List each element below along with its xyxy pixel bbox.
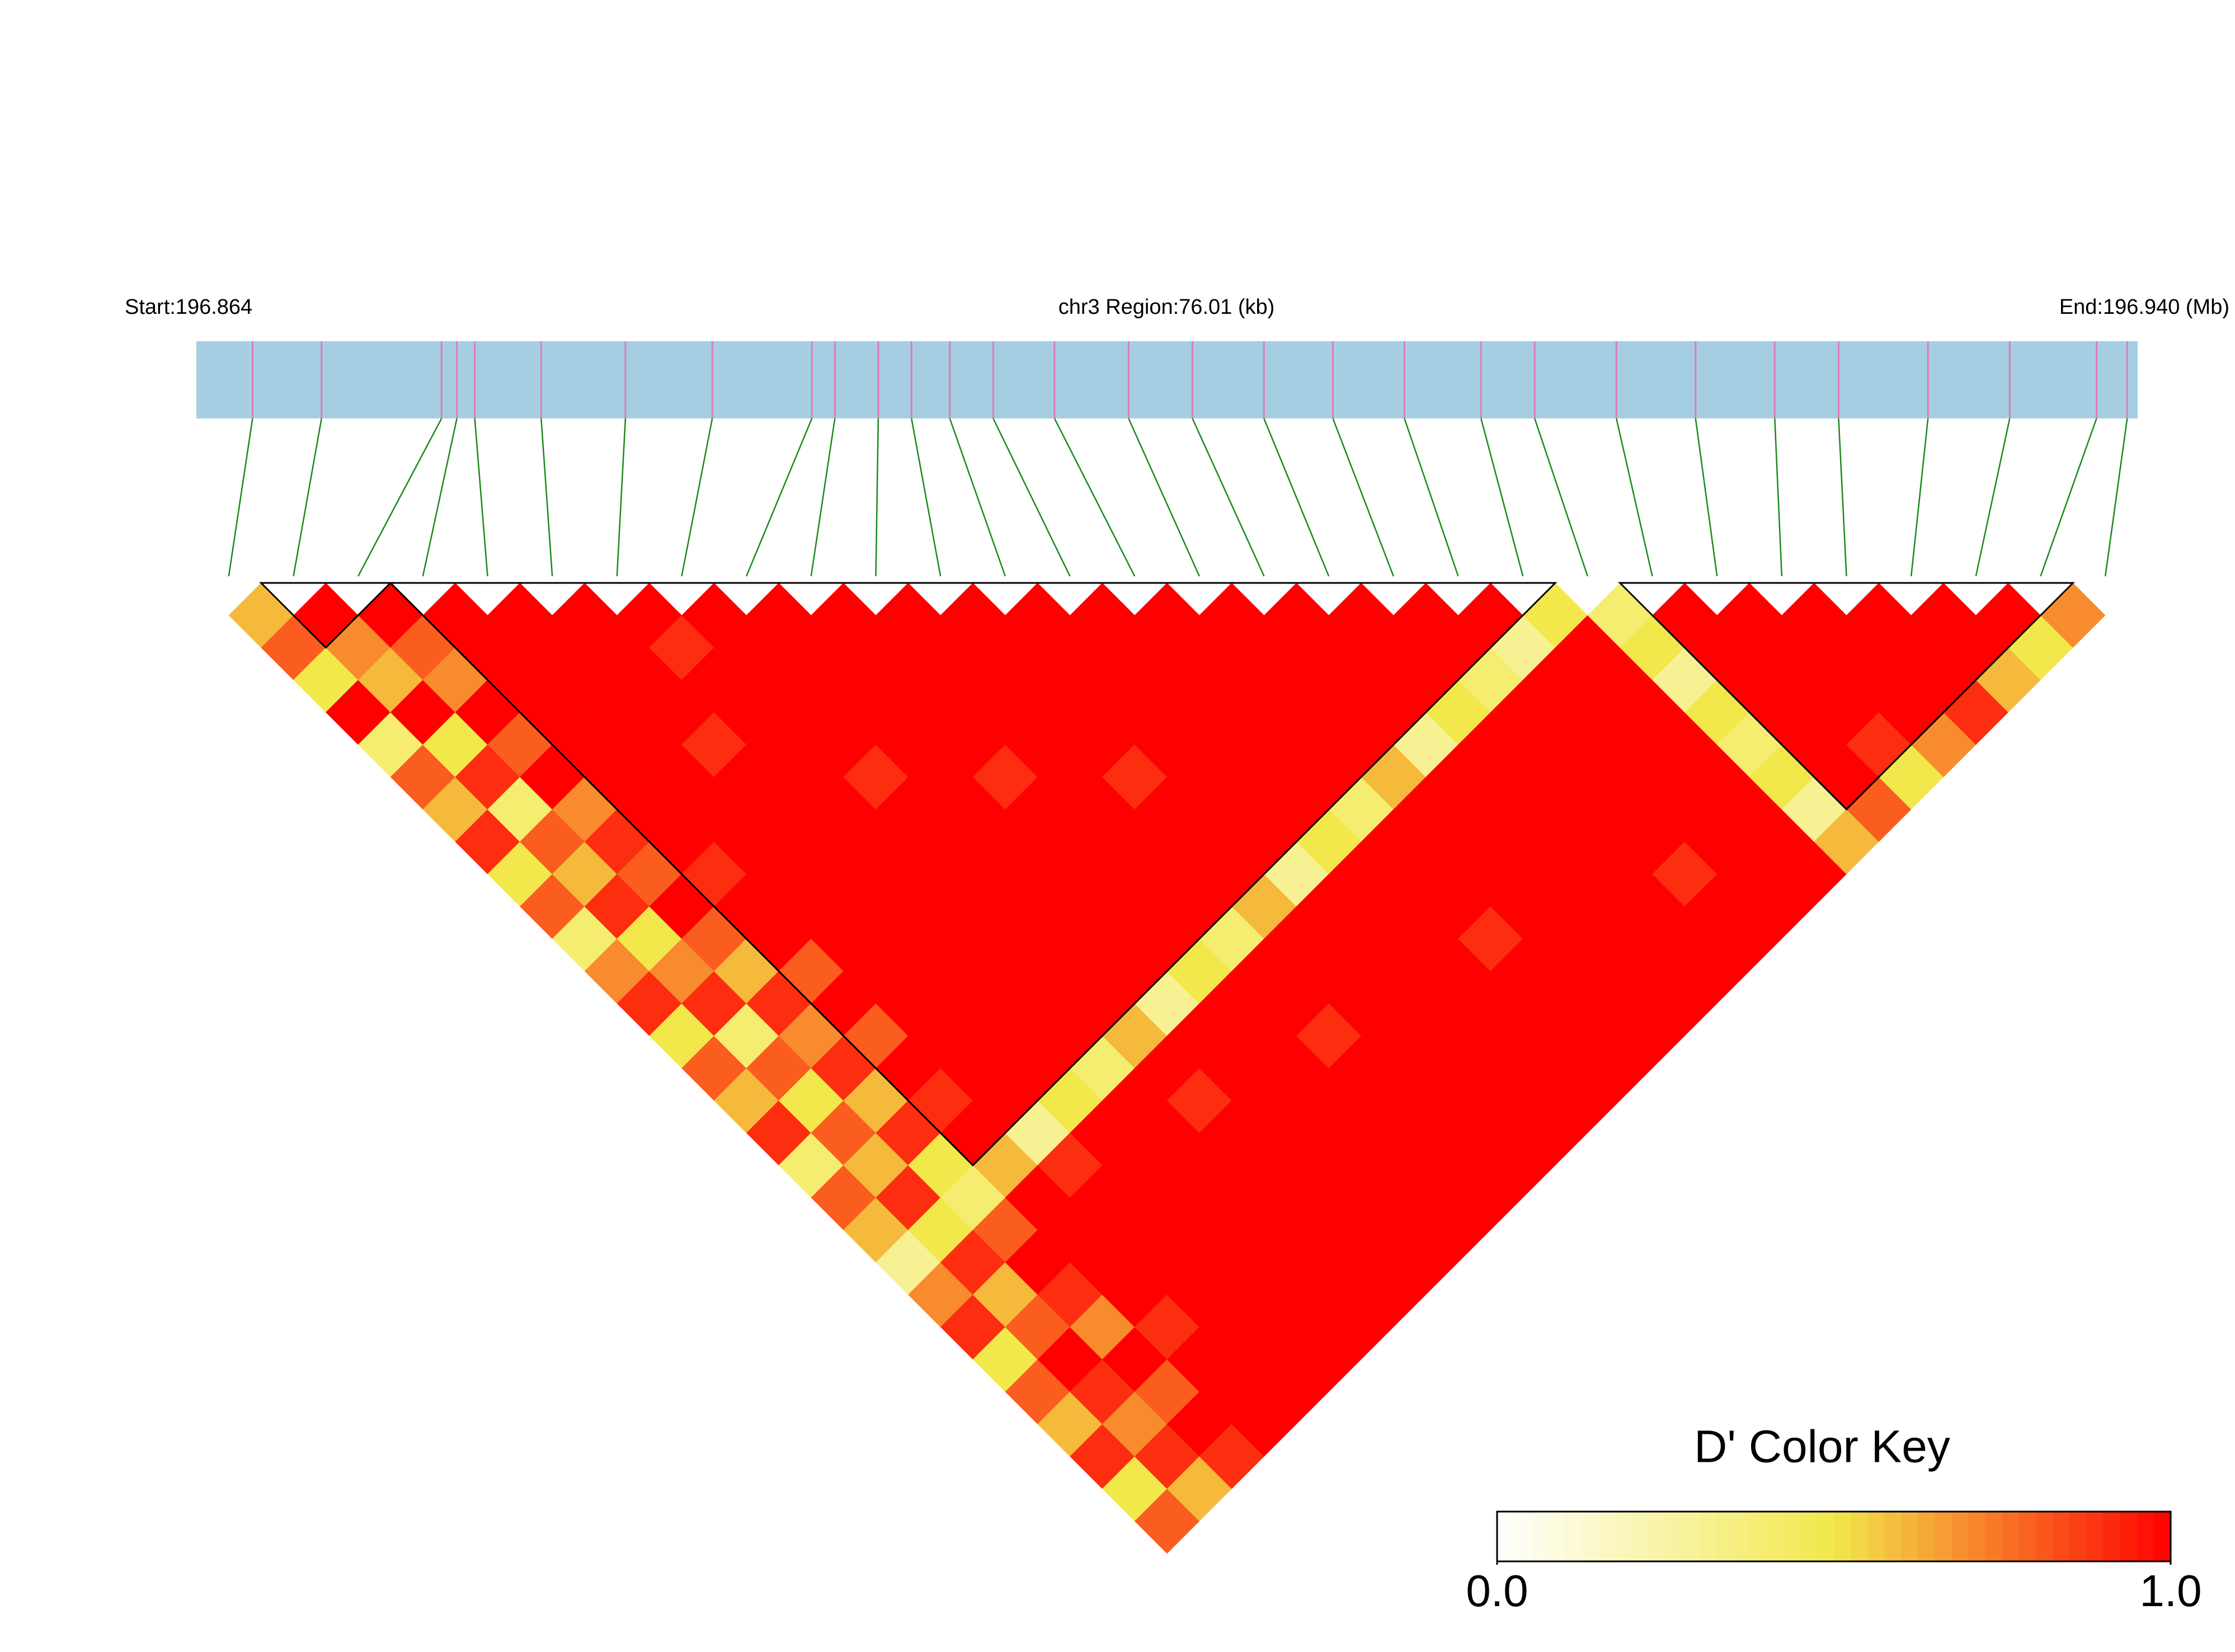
color-key-swatch — [2053, 1512, 2071, 1561]
snp-connector — [875, 418, 879, 577]
snp-connector — [746, 418, 813, 577]
snp-connector — [616, 418, 627, 577]
color-key-swatch — [2153, 1512, 2171, 1561]
snp-connector — [422, 418, 458, 577]
snp-connector — [228, 418, 253, 577]
color-key-swatch — [1699, 1512, 1717, 1561]
key-title: D' Color Key — [1694, 1422, 1950, 1472]
snp-connector — [681, 418, 713, 577]
ld-block-outline — [1618, 582, 2075, 811]
color-key-swatch — [1766, 1512, 1784, 1561]
color-key-swatch — [1682, 1512, 1700, 1561]
color-key-swatch — [1581, 1512, 1599, 1561]
color-key-swatch — [1968, 1512, 1986, 1561]
snp-connector — [1975, 418, 2011, 577]
snp-connector — [1910, 418, 1929, 577]
color-key-swatch — [1648, 1512, 1666, 1561]
color-key-swatch — [1615, 1512, 1632, 1561]
snp-connector — [1695, 418, 1718, 577]
color-key-swatch — [1783, 1512, 1801, 1561]
color-key-swatch — [1935, 1512, 1952, 1561]
snp-connector — [1332, 418, 1395, 577]
chromosome-track — [196, 341, 2138, 418]
snp-connector — [1263, 418, 1330, 577]
snp-connector — [1192, 418, 1265, 577]
end-label: End:196.940 (Mb) — [2059, 295, 2229, 319]
snp-connector — [810, 418, 836, 577]
color-key-swatch — [1867, 1512, 1885, 1561]
ld-block-outline — [388, 582, 1558, 1167]
color-key-swatch — [2103, 1512, 2121, 1561]
color-key-swatch — [2086, 1512, 2104, 1561]
color-key-swatch — [1564, 1512, 1582, 1561]
snp-connector — [1053, 418, 1136, 577]
key-tick-label: 0.0 — [1466, 1566, 1528, 1616]
color-key-swatch — [1514, 1512, 1532, 1561]
color-key-swatch — [1531, 1512, 1549, 1561]
snp-connector — [1533, 418, 1589, 577]
color-key-swatch — [1733, 1512, 1751, 1561]
color-key-swatch — [2137, 1512, 2154, 1561]
color-key-swatch — [1884, 1512, 1902, 1561]
color-key-swatch — [1749, 1512, 1767, 1561]
color-key-swatch — [1598, 1512, 1616, 1561]
snp-connector — [1616, 418, 1653, 577]
snp-connector — [949, 418, 1006, 577]
key-tick-label: 1.0 — [2139, 1566, 2201, 1616]
snp-connector — [293, 418, 322, 577]
snp-connector — [2040, 418, 2097, 577]
color-key-swatch — [1716, 1512, 1734, 1561]
color-key-swatch — [1817, 1512, 1834, 1561]
color-key-swatch — [1631, 1512, 1649, 1561]
snp-connector — [1838, 418, 1847, 577]
color-key-swatch — [1665, 1512, 1683, 1561]
color-key-swatch — [1834, 1512, 1852, 1561]
color-key-swatch — [1497, 1512, 1515, 1561]
color-key-swatch — [2120, 1512, 2138, 1561]
snp-connector — [1404, 418, 1459, 577]
snp-connector — [992, 418, 1071, 577]
color-key-swatch — [2069, 1512, 2087, 1561]
snp-connector — [1774, 418, 1783, 577]
snp-connector — [540, 418, 553, 577]
snp-connector — [911, 418, 942, 577]
ld-block-outline — [259, 582, 393, 649]
color-key-swatch — [1985, 1512, 2003, 1561]
color-key-swatch — [1918, 1512, 1936, 1561]
color-key-swatch — [1851, 1512, 1869, 1561]
color-key-swatch — [1951, 1512, 1969, 1561]
start-label: Start:196.864 — [125, 295, 252, 319]
color-key-swatch — [2019, 1512, 2037, 1561]
color-key-swatch — [2036, 1512, 2054, 1561]
snp-connector — [1480, 418, 1524, 577]
snp-connector — [474, 418, 488, 577]
color-key-swatch — [1901, 1512, 1919, 1561]
color-key-swatch — [2002, 1512, 2020, 1561]
color-key-swatch — [1547, 1512, 1565, 1561]
color-key-border — [1496, 1510, 2172, 1562]
color-key-swatch — [1800, 1512, 1818, 1561]
region-label: chr3 Region:76.01 (kb) — [1058, 295, 1275, 319]
snp-connector — [2104, 418, 2128, 577]
snp-connector — [1128, 418, 1200, 577]
snp-connector — [357, 418, 443, 577]
